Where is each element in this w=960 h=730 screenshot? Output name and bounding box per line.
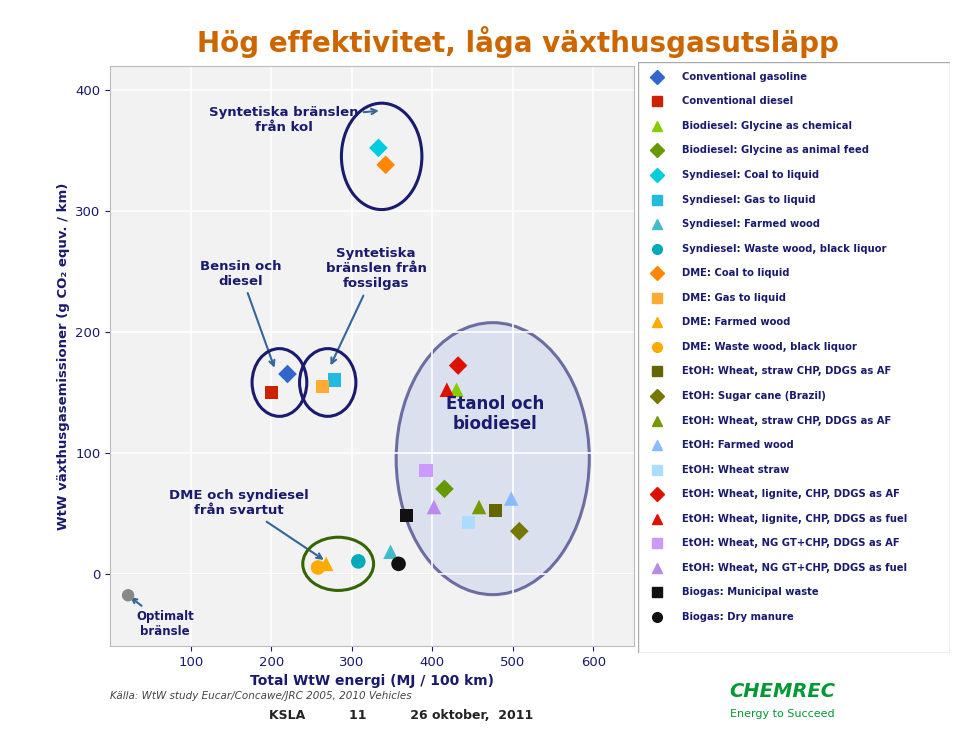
Text: KSLA          11          26 oktober,  2011: KSLA 11 26 oktober, 2011	[269, 709, 533, 722]
Point	[310, 561, 325, 573]
Text: Biogas: Dry manure: Biogas: Dry manure	[682, 612, 794, 622]
Text: EtOH: Wheat, straw CHP, DDGS as AF: EtOH: Wheat, straw CHP, DDGS as AF	[682, 366, 891, 377]
Text: EtOH: Wheat, lignite, CHP, DDGS as AF: EtOH: Wheat, lignite, CHP, DDGS as AF	[682, 489, 900, 499]
Text: EtOH: Wheat, NG GT+CHP, DDGS as fuel: EtOH: Wheat, NG GT+CHP, DDGS as fuel	[682, 563, 907, 573]
Point	[449, 384, 465, 396]
Text: Syndiesel: Farmed wood: Syndiesel: Farmed wood	[682, 219, 820, 229]
Text: Conventional gasoline: Conventional gasoline	[682, 72, 807, 82]
X-axis label: Total WtW energi (MJ / 100 km): Total WtW energi (MJ / 100 km)	[250, 675, 494, 688]
Text: Transforming Pulp Mills to Biorefineries: Transforming Pulp Mills to Biorefineries	[21, 241, 32, 489]
Text: EtOH: Wheat, NG GT+CHP, DDGS as AF: EtOH: Wheat, NG GT+CHP, DDGS as AF	[682, 538, 900, 548]
Point	[371, 142, 386, 154]
Point	[450, 360, 466, 372]
Point	[279, 368, 295, 380]
Text: CHEMREC: CHEMREC	[730, 682, 835, 701]
Text: Biogas: Municipal waste: Biogas: Municipal waste	[682, 588, 819, 597]
Text: Syndiesel: Waste wood, black liquor: Syndiesel: Waste wood, black liquor	[682, 244, 887, 254]
Y-axis label: WtW växthusgasemissioner (g CO₂ equv. / km): WtW växthusgasemissioner (g CO₂ equv. / …	[57, 182, 70, 529]
Point	[461, 517, 476, 529]
Text: DME: Coal to liquid: DME: Coal to liquid	[682, 268, 789, 278]
Point	[471, 502, 487, 513]
Point	[326, 374, 342, 386]
Point	[512, 526, 527, 537]
Point	[488, 505, 503, 517]
Point	[350, 556, 366, 567]
Text: EtOH: Sugar cane (Brazil): EtOH: Sugar cane (Brazil)	[682, 391, 826, 401]
Text: Syntetiska
bränslen från
fossilgas: Syntetiska bränslen från fossilgas	[325, 247, 426, 364]
Text: EtOH: Wheat, straw CHP, DDGS as AF: EtOH: Wheat, straw CHP, DDGS as AF	[682, 415, 891, 426]
Text: DME: Waste wood, black liquor: DME: Waste wood, black liquor	[682, 342, 857, 352]
Text: EtOH: Wheat, lignite, CHP, DDGS as fuel: EtOH: Wheat, lignite, CHP, DDGS as fuel	[682, 514, 907, 523]
Text: DME: Farmed wood: DME: Farmed wood	[682, 318, 790, 327]
Text: Biodiesel: Glycine as animal feed: Biodiesel: Glycine as animal feed	[682, 145, 869, 155]
Text: DME: Gas to liquid: DME: Gas to liquid	[682, 293, 786, 303]
Text: EtOH: Farmed wood: EtOH: Farmed wood	[682, 440, 794, 450]
Text: DME och syndiesel
från svartut: DME och syndiesel från svartut	[169, 489, 322, 558]
Text: Syntetiska bränslen
från kol: Syntetiska bränslen från kol	[208, 106, 376, 134]
Text: Hög effektivitet, låga växthusgasutsläpp: Hög effektivitet, låga växthusgasutsläpp	[198, 26, 839, 58]
Point	[378, 159, 394, 171]
Text: Energy to Succeed: Energy to Succeed	[731, 709, 834, 719]
Point	[315, 380, 330, 392]
Point	[504, 493, 519, 504]
Point	[437, 483, 452, 495]
Text: Optimalt
bränsle: Optimalt bränsle	[132, 599, 194, 638]
Text: Biodiesel: Glycine as chemical: Biodiesel: Glycine as chemical	[682, 121, 852, 131]
Text: Bensin och
diesel: Bensin och diesel	[200, 260, 281, 366]
Point	[426, 502, 442, 513]
Point	[120, 589, 135, 601]
Point	[319, 558, 334, 569]
Text: Källa: WtW study Eucar/Concawe/JRC 2005, 2010 Vehicles: Källa: WtW study Eucar/Concawe/JRC 2005,…	[110, 691, 412, 702]
Text: EtOH: Wheat straw: EtOH: Wheat straw	[682, 465, 789, 474]
Text: Syndiesel: Coal to liquid: Syndiesel: Coal to liquid	[682, 170, 819, 180]
Point	[419, 465, 434, 477]
FancyBboxPatch shape	[638, 62, 950, 653]
Text: Syndiesel: Gas to liquid: Syndiesel: Gas to liquid	[682, 195, 816, 204]
Point	[399, 510, 415, 521]
Point	[391, 558, 406, 569]
Point	[383, 546, 398, 558]
Point	[439, 384, 454, 396]
Point	[264, 386, 279, 398]
Text: Etanol och
biodiesel: Etanol och biodiesel	[446, 394, 544, 434]
Text: Conventional diesel: Conventional diesel	[682, 96, 793, 107]
Ellipse shape	[396, 323, 589, 595]
